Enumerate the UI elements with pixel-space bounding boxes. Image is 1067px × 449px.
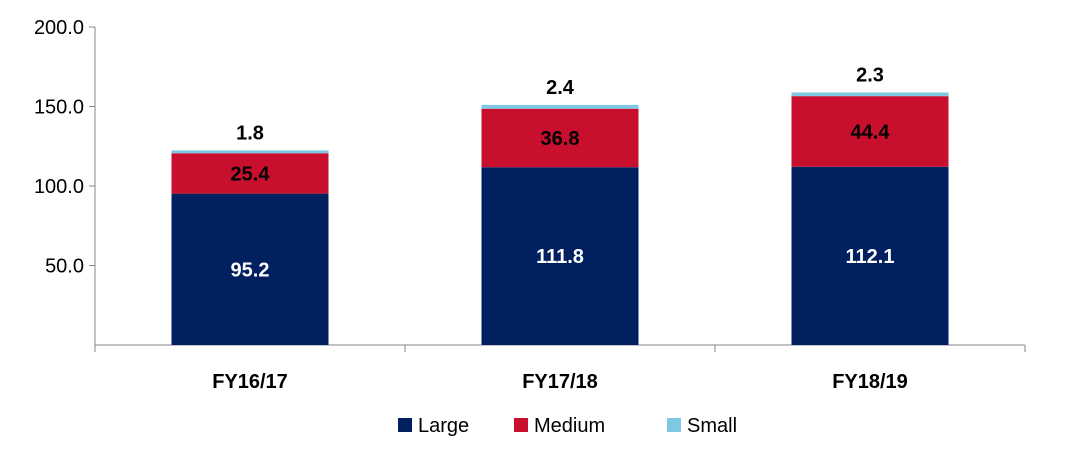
bar-segment-large (171, 193, 329, 345)
data-label-large: 112.1 (846, 246, 895, 268)
legend-label-medium: Medium (534, 415, 605, 437)
legend-swatch-small (667, 418, 681, 432)
legend-label-large: Large (418, 415, 469, 437)
data-label-small: 2.3 (856, 65, 884, 87)
bar-segment-large (481, 167, 639, 345)
y-axis-tick-label: 150.0 (34, 97, 84, 119)
x-axis-category-label: FY16/17 (212, 371, 288, 393)
bar-segment-large (791, 166, 949, 345)
data-label-large: 95.2 (231, 259, 270, 281)
bar-segment-small (481, 104, 639, 109)
legend-swatch-large (398, 418, 412, 432)
bar-segment-small (791, 92, 949, 97)
legend-label-small: Small (687, 415, 737, 437)
data-label-medium: 36.8 (541, 128, 580, 150)
data-label-small: 2.4 (546, 77, 575, 99)
x-axis-category-label: FY18/19 (832, 371, 908, 393)
bar-segment-medium (791, 96, 949, 167)
legend-swatch-medium (514, 418, 528, 432)
y-axis-tick-label: 50.0 (45, 256, 84, 278)
bar-segment-medium (481, 108, 639, 168)
y-axis-tick-label: 100.0 (34, 176, 84, 198)
bar-segment-medium (171, 153, 329, 194)
bar-segment-small (171, 150, 329, 154)
data-label-small: 1.8 (236, 122, 264, 144)
data-label-medium: 25.4 (231, 163, 271, 185)
x-axis-category-label: FY17/18 (522, 371, 598, 393)
data-label-large: 111.8 (536, 246, 584, 268)
data-label-medium: 44.4 (851, 121, 891, 143)
y-axis-tick-label: 200.0 (34, 17, 84, 39)
